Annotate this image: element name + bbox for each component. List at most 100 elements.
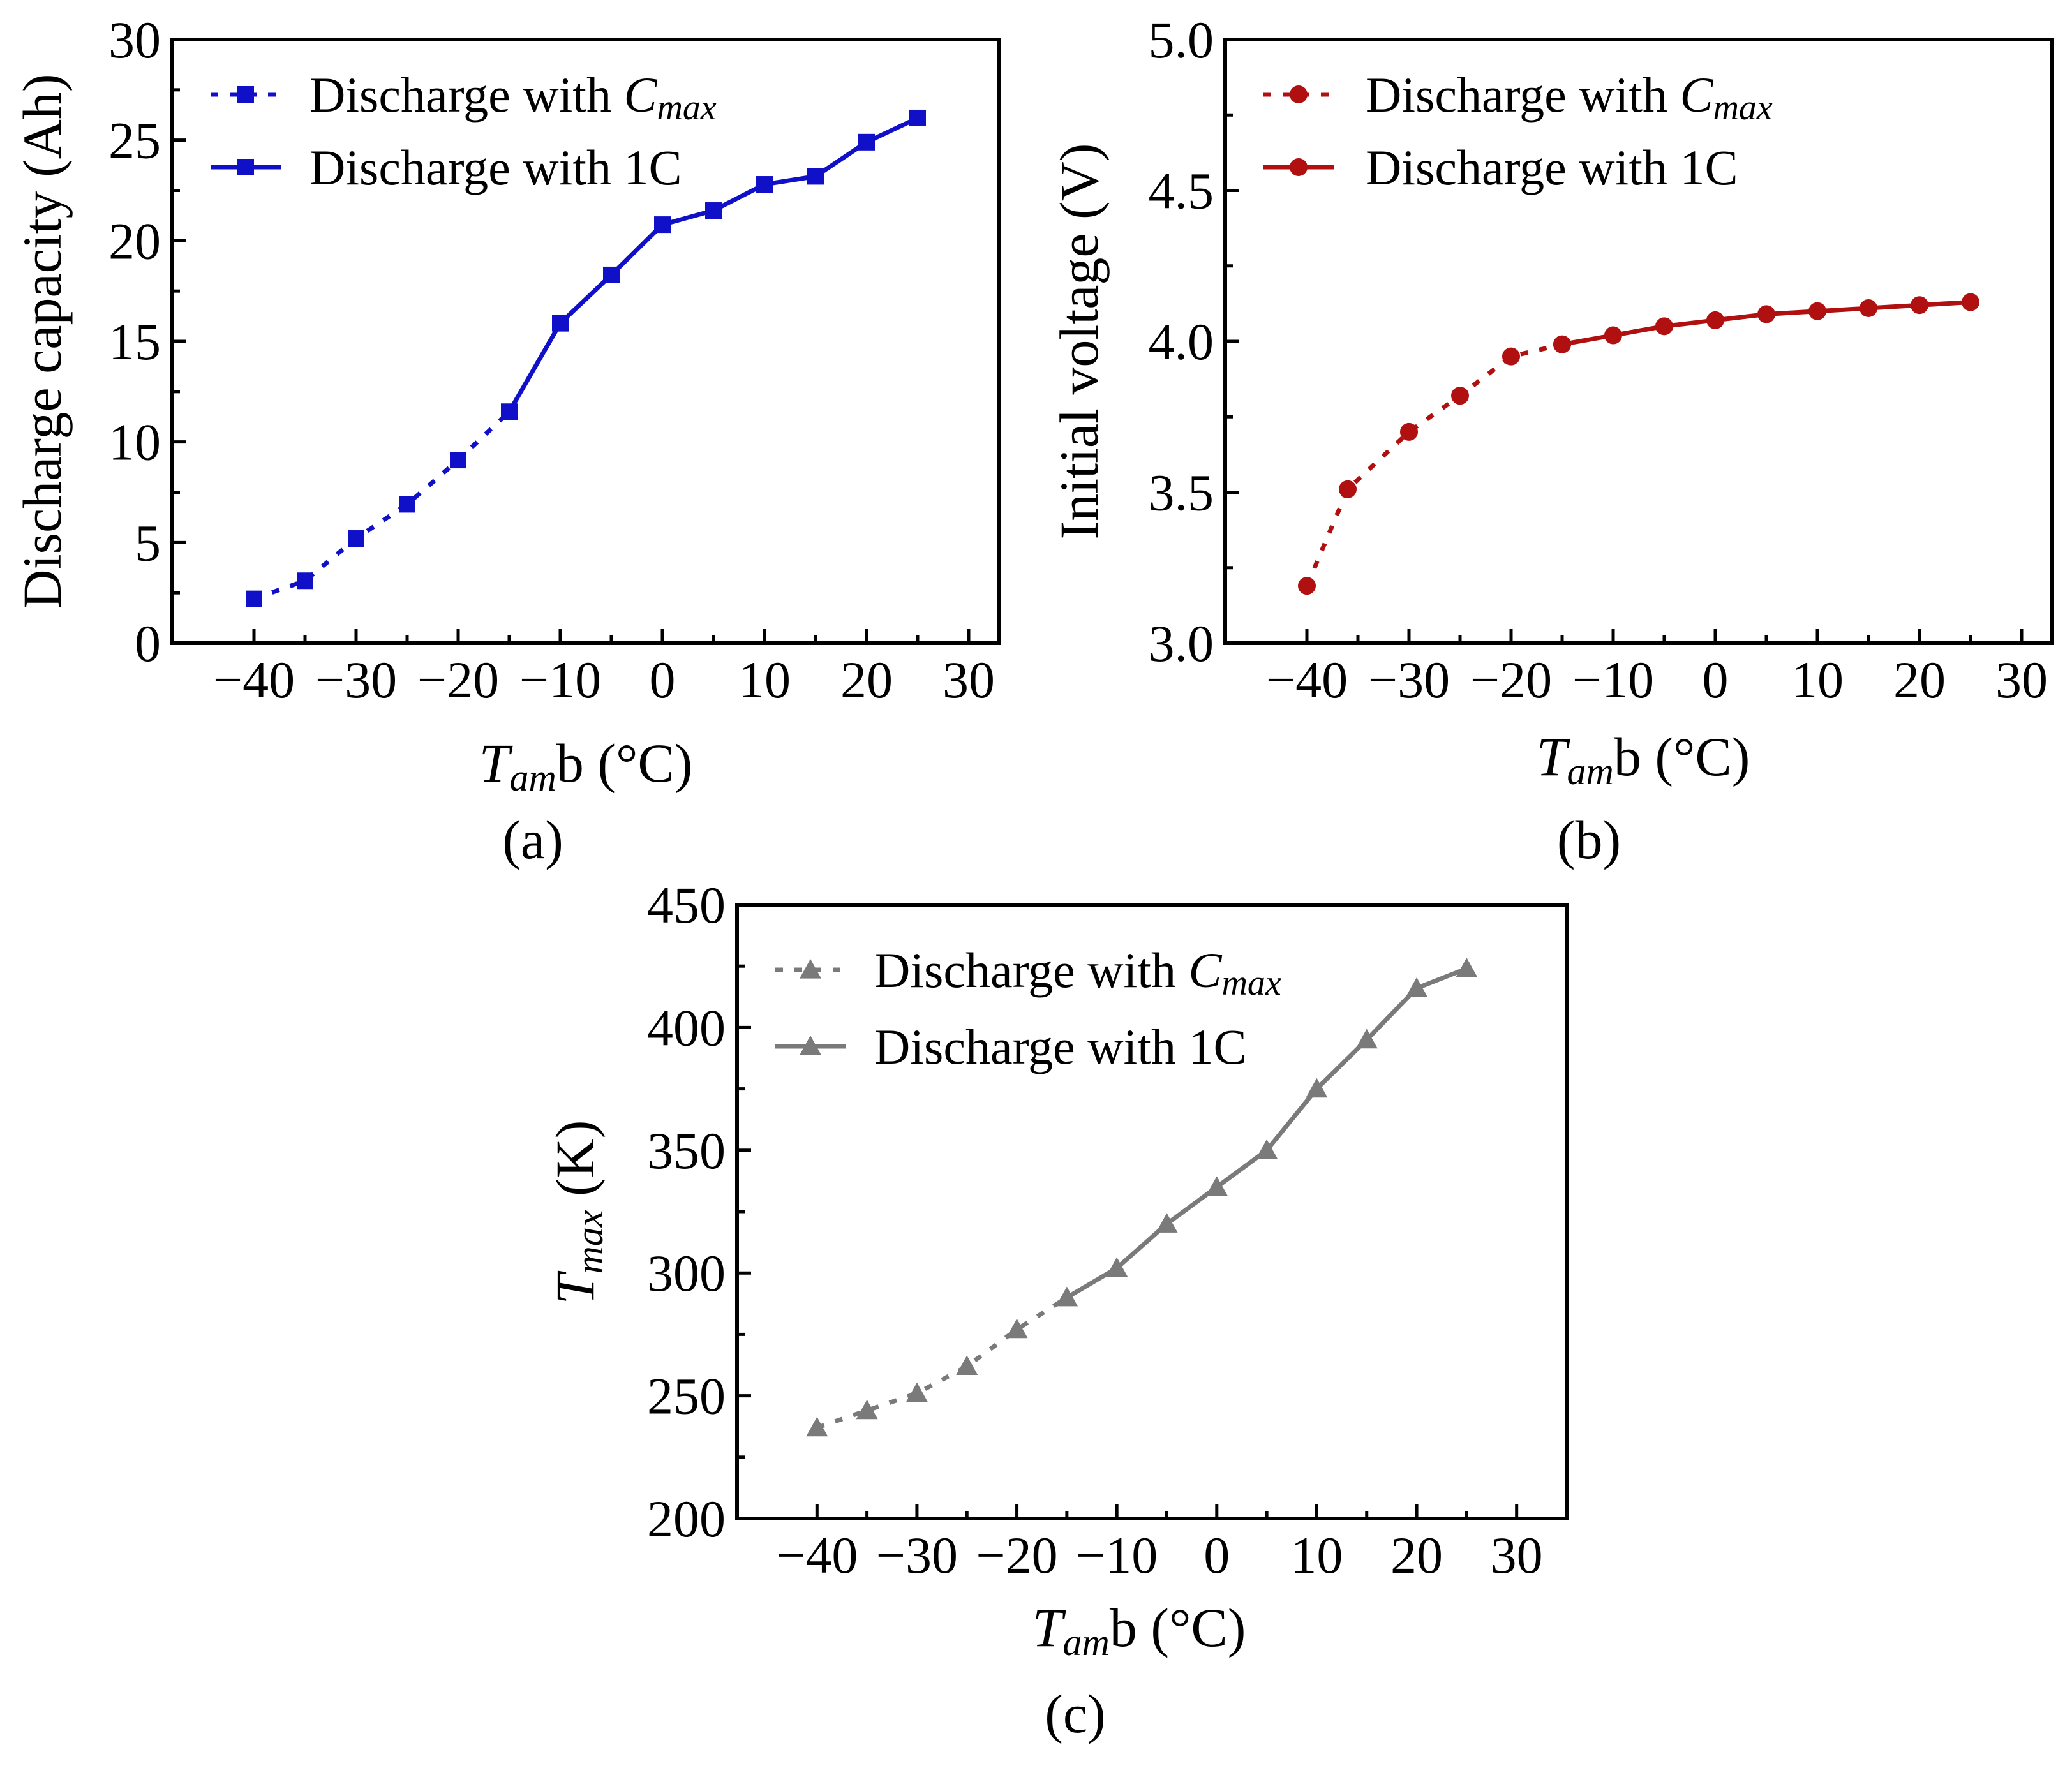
panel-b-y-tick-label: 4.5: [1149, 162, 1214, 220]
panel-a-data-point: [807, 168, 824, 185]
panel-a-label: (a): [502, 809, 563, 870]
panel-c-series-solid-line: [1066, 966, 1468, 1300]
panel-c-x-tick-label: −10: [1076, 1526, 1158, 1584]
panel-c-x-tick-label: −30: [876, 1526, 958, 1584]
panel-c-series-dashed-line: [816, 1295, 1068, 1430]
panel-c-data-point: [1406, 977, 1428, 997]
panel-c-y-tick-label: 400: [647, 999, 726, 1057]
panel-c-axes: −40 −30 −20 −10 0 10 20 30 200 250 300 350 400 450: [647, 876, 1543, 1584]
panel-a-y-tick-label: 30: [108, 11, 161, 69]
panel-b-x-tick-label: 30: [1995, 651, 2048, 709]
panel-a-x-tick-label: 20: [840, 651, 893, 709]
panel-a-data-point: [297, 572, 313, 590]
panel-a-x-tick-label: −20: [417, 651, 499, 709]
panel-a-y-axis-title: Discharge capacity (Ah): [11, 74, 73, 609]
panel-c-label: (c): [1045, 1683, 1105, 1744]
panel-a-plot-frame: [170, 38, 1001, 645]
panel-a-y-tick-label: 25: [108, 112, 161, 170]
legend-b-marker: [1290, 158, 1308, 176]
panel-a-data-point: [909, 109, 926, 126]
panel-b-x-tick-label: 10: [1791, 651, 1844, 709]
panel-a-data-point: [552, 315, 569, 332]
panel-b-data-point: [1911, 296, 1928, 315]
panel-c-data-point: [1256, 1139, 1278, 1159]
panel-a-y-tick-label: 5: [135, 514, 161, 572]
legend-c-marker: [800, 1036, 821, 1055]
panel-c-y-tick-label: 300: [647, 1244, 726, 1302]
panel-a-x-tick-label: 30: [943, 651, 995, 709]
panel-c-data-point: [906, 1382, 928, 1402]
legend-c-marker: [800, 959, 821, 979]
panel-a-axes: −40 −30 −20 −10 0 10 20 30 0 5 10 15 20 25 30: [108, 11, 995, 709]
panel-a-x-tick-label: 10: [738, 651, 791, 709]
panel-b-y-tick-label: 4.0: [1149, 313, 1214, 371]
panel-b-plot-frame: [1223, 38, 2054, 645]
panel-b-data-point: [1298, 577, 1316, 595]
panel-c-data-point: [1205, 1176, 1228, 1196]
panel-c-data-point: [1055, 1286, 1078, 1307]
panel-b-x-tick-label: −40: [1266, 651, 1348, 709]
panel-b-x-tick-label: 20: [1893, 651, 1946, 709]
legend-a-marker: [237, 159, 254, 175]
panel-a-chart: Discharge with Cmax Discharge with 1C Di…: [11, 11, 1001, 870]
panel-a-y-tick-label: 0: [135, 614, 161, 672]
panel-c-y-tick-label: 250: [647, 1367, 726, 1425]
panel-b-data-point: [1502, 347, 1520, 366]
panel-b-data-point: [1962, 293, 1979, 311]
panel-b-data-point: [1706, 311, 1724, 329]
panel-c-data-point: [1006, 1318, 1028, 1339]
panel-b-x-tick-label: −10: [1572, 651, 1654, 709]
panel-c-y-tick-label: 200: [647, 1490, 726, 1548]
panel-c-data-point: [856, 1399, 878, 1420]
panel-c-y-axis-title: Tmax (K): [544, 1120, 611, 1305]
panel-b-y-tick-label: 3.5: [1149, 464, 1214, 522]
panel-a-data-point: [858, 133, 875, 151]
panel-a-x-axis-title: Tamb (°C): [479, 732, 693, 799]
panel-b-series-dashed-line: [1304, 342, 1563, 587]
panel-c-data-point: [1456, 958, 1478, 977]
panel-c-data-point: [1106, 1257, 1128, 1277]
panel-b-data-point: [1451, 387, 1469, 405]
panel-a-data-point: [399, 496, 415, 513]
legend-b-1c-label: Discharge with 1C: [1366, 140, 1738, 195]
panel-b-axes: −40 −30 −20 −10 0 10 20 30 3.0 3.5 4.0 4.5 5.0: [1149, 11, 2048, 709]
panel-a-data-point: [654, 216, 671, 234]
panel-a-x-tick-label: −40: [213, 651, 295, 709]
legend-a-cmax-label: Discharge with Cmax: [309, 67, 717, 128]
panel-b-data-point: [1604, 326, 1622, 345]
panel-b-x-axis-title: Tamb (°C): [1537, 726, 1750, 792]
panel-c-data-point: [806, 1416, 828, 1437]
panel-b-data-point: [1808, 302, 1826, 320]
panel-a-data-point: [450, 452, 466, 469]
panel-b-x-tick-label: 0: [1703, 651, 1729, 709]
panel-a-data-point: [246, 590, 262, 607]
panel-a-data-point: [705, 202, 722, 219]
panel-c-x-tick-label: 10: [1290, 1526, 1343, 1584]
panel-b-data-point: [1400, 422, 1418, 441]
panel-c-x-tick-label: 0: [1204, 1526, 1230, 1584]
panel-c-y-tick-label: 350: [647, 1122, 726, 1180]
panel-b-x-tick-label: −30: [1368, 651, 1450, 709]
panel-c-legend: Discharge with Cmax Discharge with 1C: [775, 942, 1281, 1074]
panel-c-x-tick-label: −40: [776, 1526, 858, 1584]
panel-b-data-point: [1655, 317, 1673, 336]
panel-a-y-tick-label: 15: [108, 313, 161, 371]
panel-b-chart: Discharge with Cmax Discharge with 1C In…: [1048, 11, 2054, 870]
legend-c-cmax-label: Discharge with Cmax: [874, 942, 1281, 1003]
panel-a-series-dashed-line: [253, 410, 511, 601]
panel-c-x-tick-label: 30: [1491, 1526, 1543, 1584]
panel-c-x-tick-label: −20: [976, 1526, 1057, 1584]
panel-c-data-point: [1355, 1029, 1378, 1049]
panel-b-data-point: [1757, 305, 1775, 323]
panel-b-y-tick-label: 5.0: [1149, 11, 1214, 69]
legend-a-1c-label: Discharge with 1C: [309, 140, 682, 195]
panel-a-data-point: [348, 530, 364, 547]
panel-b-y-axis-title: Initial voltage (V): [1048, 144, 1110, 540]
panel-c-x-axis-title: Tamb (°C): [1032, 1597, 1246, 1663]
legend-c-1c-label: Discharge with 1C: [874, 1019, 1246, 1074]
panel-a-y-tick-label: 20: [108, 212, 161, 270]
panel-b-legend: Discharge with Cmax Discharge with 1C: [1263, 67, 1773, 195]
panel-b-y-tick-label: 3.0: [1149, 614, 1214, 672]
panel-b-data-point: [1339, 480, 1357, 498]
